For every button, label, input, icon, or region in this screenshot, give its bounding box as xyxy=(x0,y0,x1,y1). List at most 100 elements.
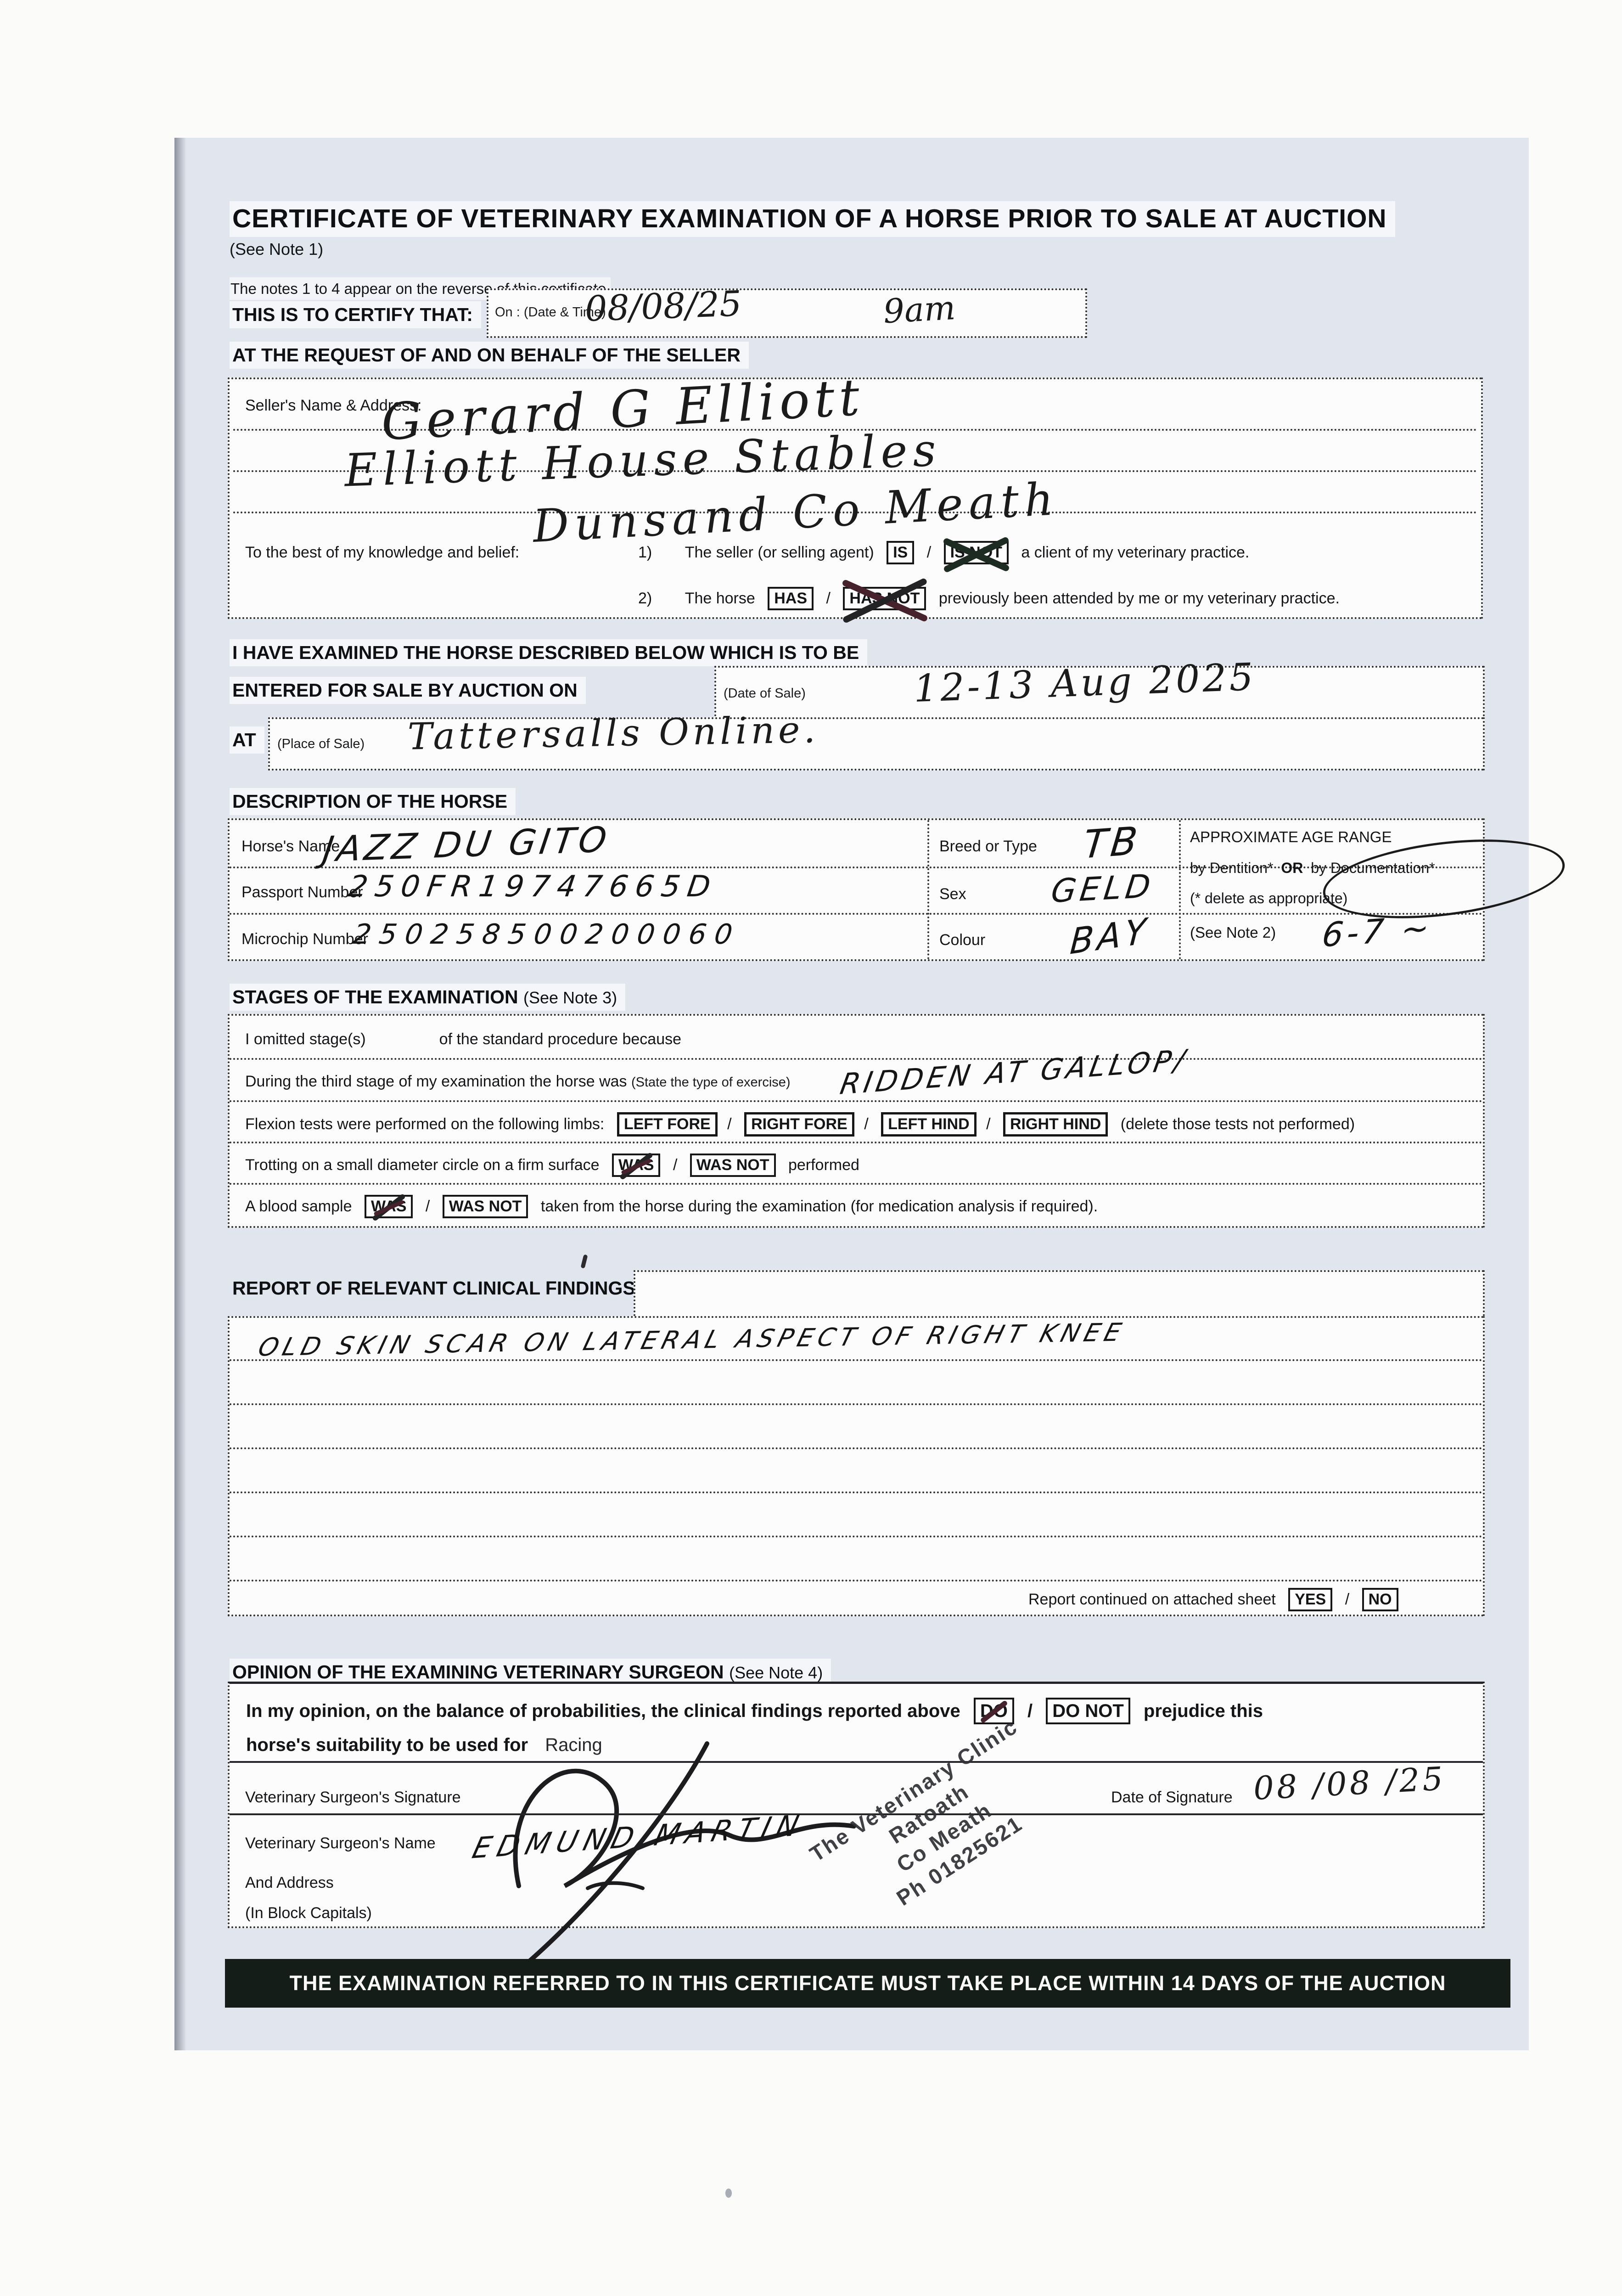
item2-number: 2) xyxy=(638,590,652,607)
exercise-handwriting: RIDDEN AT GALLOP/ xyxy=(837,1043,1191,1101)
stages-divider-3 xyxy=(230,1142,1483,1143)
item2-separator: / xyxy=(826,590,831,607)
item2-post: previously been attended by me or my vet… xyxy=(938,590,1340,607)
seller-writing-line-2 xyxy=(233,470,1477,472)
place-of-sale-field: (Place of Sale) Tattersalls Online. xyxy=(268,708,1485,771)
limb-left-hind: LEFT HIND xyxy=(881,1112,977,1137)
item2-pre: The horse xyxy=(685,590,755,607)
age-range-see-note: (See Note 2) xyxy=(1190,924,1276,941)
omitted-stages-row: I omitted stage(s) of the standard proced… xyxy=(245,1030,682,1048)
report-box-top-right xyxy=(634,1270,1485,1320)
stages-divider-1 xyxy=(230,1058,1483,1060)
third-stage-row: During the third stage of my examination… xyxy=(245,1073,791,1090)
description-table: Horse's Name JAZZ DU GITO Passport Numbe… xyxy=(228,818,1569,963)
stages-heading: STAGES OF THE EXAMINATION (See Note 3) xyxy=(230,984,626,1011)
date-of-signature-handwriting: 08 /08 /25 xyxy=(1252,1760,1447,1807)
block-capitals-label: (In Block Capitals) xyxy=(245,1904,372,1922)
certificate-title: CERTIFICATE OF VETERINARY EXAMINATION OF… xyxy=(230,201,1395,237)
passport-handwriting: 250FR19747665D xyxy=(346,870,720,904)
opinion-heading: OPINION OF THE EXAMINING VETERINARY SURG… xyxy=(230,1659,831,1686)
blood-was-not: WAS NOT xyxy=(442,1195,528,1218)
stages-box: I omitted stage(s) of the standard proced… xyxy=(228,1014,1485,1228)
table-divider-col2 xyxy=(1179,820,1181,959)
item1-option-is: IS xyxy=(887,541,915,564)
belief-item-1: 1) The seller (or selling agent) IS / IS… xyxy=(638,536,1250,573)
signature-label: Veterinary Surgeon's Signature xyxy=(245,1789,461,1806)
breed-label: Breed or Type xyxy=(939,838,1037,855)
opinion-box: In my opinion, on the balance of probabi… xyxy=(228,1682,1485,1980)
seller-writing-line-1 xyxy=(233,429,1477,431)
date-of-sale-label: (Date of Sale) xyxy=(724,686,806,701)
passport-label: Passport Number xyxy=(241,884,363,901)
age-handwriting: 6-7 ~ xyxy=(1320,908,1435,955)
date-time-label: On : (Date & Time) xyxy=(495,305,606,320)
date-of-signature-label: Date of Signature xyxy=(1111,1789,1233,1806)
seller-writing-line-3 xyxy=(233,512,1477,513)
belief-label: To the best of my knowledge and belief: xyxy=(245,544,520,561)
age-range-line2: (* delete as appropriate) xyxy=(1190,890,1348,906)
table-divider-row1 xyxy=(230,867,1483,868)
seller-name-address-label: Seller's Name & Address: xyxy=(245,397,422,414)
microchip-label: Microchip Number xyxy=(241,930,368,948)
limb-right-hind: RIGHT HIND xyxy=(1003,1112,1108,1137)
limb-left-fore: LEFT FORE xyxy=(617,1112,718,1137)
see-note-1: (See Note 1) xyxy=(230,240,324,259)
blood-sample-row: A blood sample WAS / WAS NOT taken from … xyxy=(245,1193,1098,1222)
date-time-field: On : (Date & Time) 08/08/25 9am xyxy=(487,283,1087,338)
trot-was-struck: WAS xyxy=(612,1152,661,1181)
item2-option-has-not-struck: HAS NOT xyxy=(841,577,928,624)
breed-handwriting: TB xyxy=(1081,818,1143,867)
colour-handwriting: BAY xyxy=(1068,909,1151,963)
opinion-line-1: In my opinion, on the balance of probabi… xyxy=(246,1698,1263,1724)
colour-label: Colour xyxy=(939,931,986,949)
opinion-line-2: horse's suitability to be used for Racin… xyxy=(246,1735,602,1755)
seller-box: Seller's Name & Address: Gerard G Elliot… xyxy=(228,368,1483,624)
report-line-5 xyxy=(230,1536,1483,1537)
examined-heading-line2: ENTERED FOR SALE BY AUCTION ON xyxy=(230,677,586,704)
date-of-sale-field: (Date of Sale) 12-13 Aug 2025 xyxy=(714,655,1485,720)
trot-was-not: WAS NOT xyxy=(690,1154,776,1177)
belief-item-2: 2) The horse HAS / HAS NOT previously be… xyxy=(638,577,1340,624)
blood-was-struck: WAS xyxy=(364,1193,413,1222)
description-heading: DESCRIPTION OF THE HORSE xyxy=(230,788,516,816)
place-of-sale-handwriting: Tattersalls Online. xyxy=(407,708,819,758)
report-line-6 xyxy=(230,1580,1483,1581)
age-range-heading: APPROXIMATE AGE RANGE xyxy=(1190,828,1392,845)
vet-signature-scrawl xyxy=(507,1741,856,1980)
flexion-row: Flexion tests were performed on the foll… xyxy=(245,1112,1355,1137)
report-line-4 xyxy=(230,1491,1483,1493)
report-continued-no: NO xyxy=(1362,1588,1398,1611)
stages-divider-2 xyxy=(230,1100,1483,1102)
vet-name-label: Veterinary Surgeon's Name xyxy=(245,1835,436,1852)
opinion-do-struck: DO xyxy=(973,1698,1014,1724)
scan-speck xyxy=(725,2189,732,2198)
report-continued-yes: YES xyxy=(1288,1588,1333,1611)
trotting-row: Trotting on a small diameter circle on a… xyxy=(245,1152,859,1181)
place-of-sale-label: (Place of Sale) xyxy=(277,737,365,751)
table-divider-row2 xyxy=(230,913,1483,915)
item1-pre: The seller (or selling agent) xyxy=(685,544,874,561)
opinion-divider-1 xyxy=(230,1761,1483,1763)
address-label: And Address xyxy=(245,1874,334,1891)
report-line-3 xyxy=(230,1447,1483,1449)
stages-divider-4 xyxy=(230,1183,1483,1185)
date-time-handwriting-date: 08/08/25 xyxy=(584,283,742,329)
horse-name-handwriting: JAZZ DU GITO xyxy=(320,818,613,870)
microchip-handwriting: 250258500200060 xyxy=(351,918,743,951)
request-heading: AT THE REQUEST OF AND ON BEHALF OF THE S… xyxy=(230,342,749,369)
report-box: OLD SKIN SCAR ON LATERAL ASPECT OF RIGHT… xyxy=(228,1316,1485,1616)
age-range-line1: by Dentition* OR by Documentation* xyxy=(1190,860,1435,876)
opinion-divider-2 xyxy=(230,1813,1483,1815)
limb-right-fore: RIGHT FORE xyxy=(744,1112,854,1137)
item1-post: a client of my veterinary practice. xyxy=(1021,544,1250,561)
item1-separator: / xyxy=(926,544,932,561)
opinion-do-not: DO NOT xyxy=(1046,1698,1130,1724)
use-value: Racing xyxy=(545,1735,602,1755)
report-continued-row: Report continued on attached sheet YES /… xyxy=(1028,1588,1398,1611)
footer-banner: THE EXAMINATION REFERRED TO IN THIS CERT… xyxy=(225,1959,1510,2008)
sex-label: Sex xyxy=(939,885,966,903)
clinical-finding-handwriting: OLD SKIN SCAR ON LATERAL ASPECT OF RIGHT… xyxy=(255,1317,1129,1362)
item1-number: 1) xyxy=(638,544,652,561)
at-heading: AT xyxy=(230,726,264,754)
